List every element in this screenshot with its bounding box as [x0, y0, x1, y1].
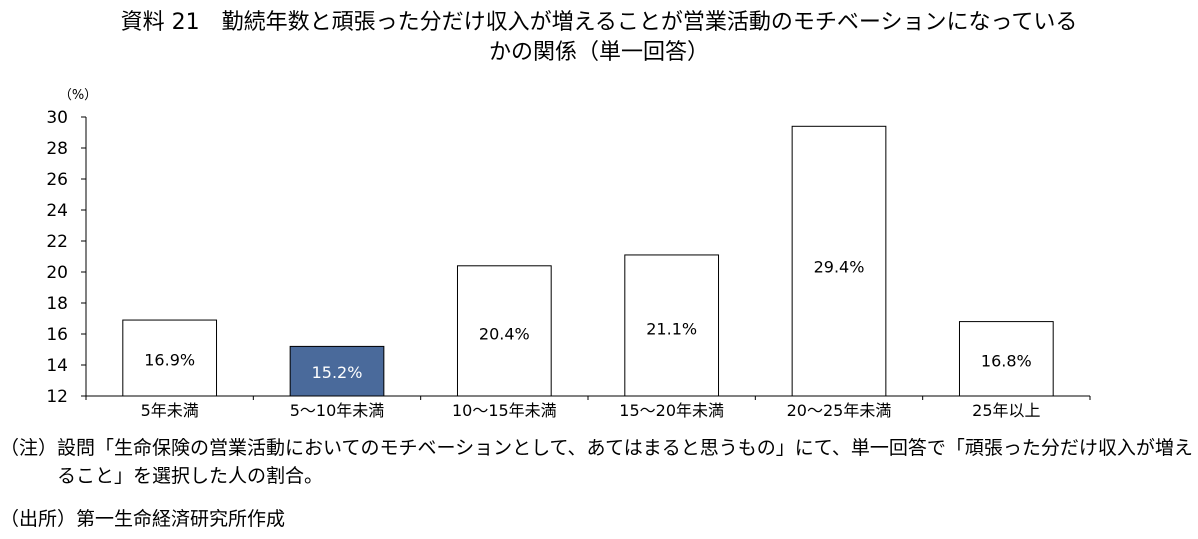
- y-tick-label: 30: [46, 108, 68, 128]
- bar: [456, 265, 552, 397]
- bar-data-label: 20.4%: [479, 325, 530, 344]
- chart-title-line-2: かの関係（単一回答）: [488, 40, 709, 65]
- x-category-label: 25年以上: [972, 401, 1040, 420]
- y-tick-label: 18: [46, 294, 68, 314]
- y-tick-label: 20: [46, 263, 68, 283]
- chart-note: （注） 設問「生命保険の営業活動においてのモチベーションとして、あてはまると思う…: [0, 434, 1198, 490]
- bar: [791, 125, 887, 397]
- note-text: 設問「生命保険の営業活動においてのモチベーションとして、あてはまると思うもの」に…: [57, 437, 1193, 487]
- chart-title-line-1: 資料 21 勤続年数と頑張った分だけ収入が増えることが営業活動のモチベーションに…: [120, 10, 1078, 35]
- x-category-label: 5～10年未満: [290, 401, 385, 420]
- y-axis-unit-label: （%）: [59, 88, 97, 103]
- note-prefix: （注）: [0, 437, 58, 459]
- source-text: 第一生命経済研究所作成: [76, 508, 286, 530]
- bar-data-label: 29.4%: [814, 258, 865, 277]
- chart-source: （出所）第一生命経済研究所作成: [0, 505, 285, 533]
- y-tick-label: 16: [46, 325, 68, 345]
- y-tick-label: 24: [46, 201, 68, 221]
- bar-data-label: 15.2%: [312, 363, 363, 382]
- x-category-label: 10～15年未満: [452, 401, 557, 420]
- y-tick-label: 26: [46, 170, 68, 190]
- x-category-label: 20～25年未満: [787, 401, 892, 420]
- y-tick-label: 12: [46, 387, 68, 407]
- y-tick-label: 22: [46, 232, 68, 252]
- y-tick-label: 14: [46, 356, 68, 376]
- chart-title: 資料 21 勤続年数と頑張った分だけ収入が増えることが営業活動のモチベーションに…: [0, 8, 1198, 68]
- bar-data-label: 16.8%: [981, 351, 1032, 370]
- y-tick-label: 28: [46, 139, 68, 159]
- bar: [122, 319, 218, 397]
- bar-chart: （%） 12 14 16 18 20 22 24 26 28 30 16.9% 5年未満 15.2% 5～1…: [46, 88, 1091, 420]
- x-category-label: 15～20年未満: [619, 401, 724, 420]
- bar-data-label: 21.1%: [646, 319, 697, 338]
- bar: [624, 254, 720, 397]
- bar: [289, 345, 385, 397]
- x-category-label: 5年未満: [141, 401, 199, 420]
- bar: [958, 321, 1054, 397]
- source-prefix: （出所）: [0, 508, 77, 530]
- bar-data-label: 16.9%: [144, 351, 195, 370]
